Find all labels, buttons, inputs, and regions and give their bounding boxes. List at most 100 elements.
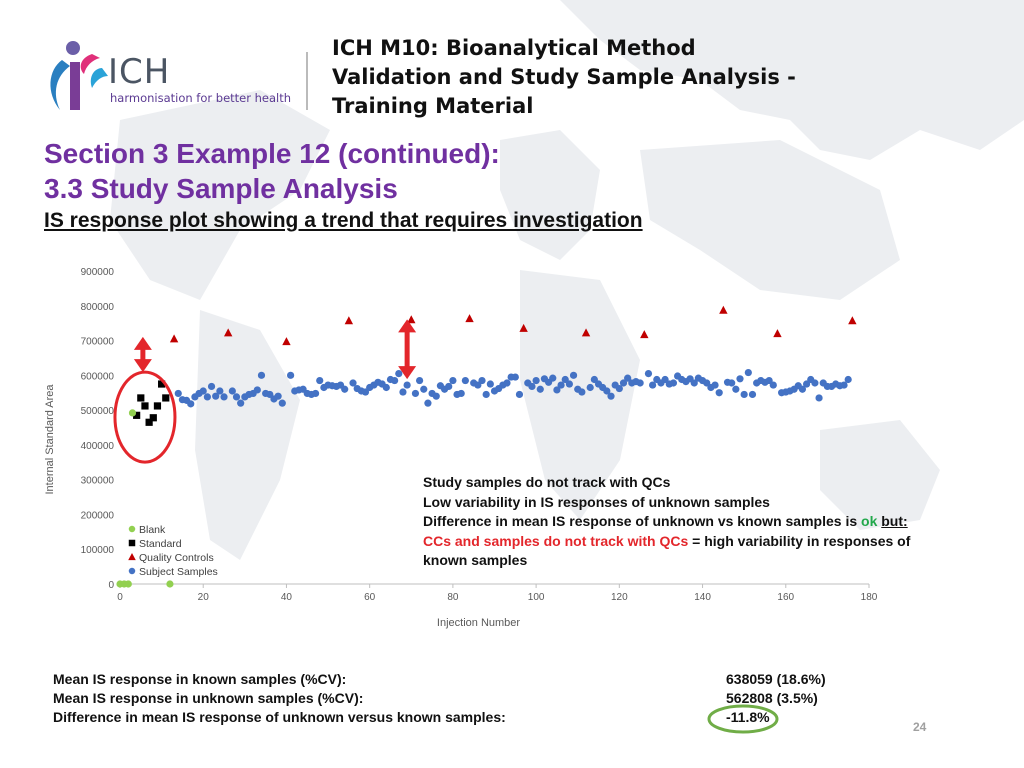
subject-samples-point xyxy=(349,379,357,387)
y-tick-label: 0 xyxy=(108,580,114,591)
subject-samples-point xyxy=(287,371,295,379)
subject-samples-point xyxy=(503,379,511,387)
subject-samples-point xyxy=(253,386,261,394)
subject-samples-point xyxy=(728,379,736,387)
arrow-head-down xyxy=(398,366,417,380)
note-line: Difference in mean IS response of unknow… xyxy=(423,512,1003,532)
subject-samples-point xyxy=(590,375,598,384)
x-tick-label: 160 xyxy=(777,592,794,603)
subject-samples-point xyxy=(586,383,594,392)
subject-samples-point xyxy=(690,379,698,387)
subject-samples-point xyxy=(603,387,611,395)
x-tick-label: 60 xyxy=(364,592,376,603)
stat-value-difference: -11.8% xyxy=(726,709,770,725)
y-tick-label: 700000 xyxy=(81,337,115,348)
legend-marker-quality-controls xyxy=(128,552,136,561)
subject-samples-point xyxy=(220,393,228,401)
subject-samples-point xyxy=(274,392,282,400)
note-line: Low variability in IS responses of unkno… xyxy=(423,493,770,510)
document-title-line: Training Material xyxy=(332,94,534,118)
subject-samples-point xyxy=(391,376,399,385)
subject-samples-point xyxy=(199,387,207,395)
blank-point xyxy=(124,580,132,588)
standard-point xyxy=(153,402,162,410)
arrow-head-down xyxy=(133,359,152,373)
subject-samples-point xyxy=(840,381,848,389)
quality-controls-point xyxy=(223,328,233,337)
subject-samples-point xyxy=(478,376,486,385)
subject-samples-point xyxy=(361,388,370,396)
subject-samples-point xyxy=(432,392,440,400)
subject-samples-point xyxy=(411,389,420,398)
x-tick-label: 120 xyxy=(611,592,628,603)
subject-samples-point xyxy=(553,386,561,394)
subject-samples-point xyxy=(565,380,574,388)
note-red-text: CCs and samples do not track with QCs xyxy=(423,532,689,549)
subject-samples-point xyxy=(461,376,469,385)
legend-label-blank: Blank xyxy=(139,524,166,536)
note-ok-text: ok xyxy=(861,513,878,529)
subject-samples-point xyxy=(482,390,490,399)
ich-logo xyxy=(50,41,108,110)
subject-samples-point xyxy=(316,376,324,385)
subject-samples-point xyxy=(748,390,757,399)
arrow-head-up xyxy=(398,319,417,333)
note-line: Study samples do not track with QCs xyxy=(423,474,671,490)
is-response-scatter-chart: 0 100000 200000 300000 400000 500000 600000 700… xyxy=(44,267,878,629)
header-divider xyxy=(306,52,308,110)
quality-controls-point xyxy=(848,316,857,325)
subject-samples-point xyxy=(536,385,544,393)
subject-samples-point xyxy=(382,383,390,392)
legend-marker-blank xyxy=(128,525,136,533)
legend-marker-standard xyxy=(128,539,136,547)
standard-point xyxy=(158,380,166,388)
subject-samples-point xyxy=(715,389,723,397)
x-tick-label: 100 xyxy=(528,592,545,603)
note-line: known samples xyxy=(423,552,528,568)
subject-samples-point xyxy=(474,381,482,389)
subject-samples-point xyxy=(619,379,628,387)
subject-samples-point xyxy=(557,381,565,389)
subject-samples-point xyxy=(416,376,424,385)
quality-controls-point xyxy=(344,316,354,325)
stat-label-difference: Difference in mean IS response of unknow… xyxy=(53,709,506,725)
y-tick-label: 400000 xyxy=(81,441,115,452)
stat-value-known: 638059 (18.6%) xyxy=(726,671,826,687)
legend-label-standard: Standard xyxy=(139,538,182,550)
subject-samples-point xyxy=(798,385,807,393)
standard-point xyxy=(133,411,141,419)
subject-samples-point xyxy=(515,390,524,399)
subject-samples-point xyxy=(212,392,220,400)
section-title-line1: Section 3 Example 12 (continued): xyxy=(44,138,500,169)
subject-samples-point xyxy=(174,389,182,398)
subject-samples-point xyxy=(815,394,823,402)
standard-point xyxy=(145,418,153,426)
subject-samples-point xyxy=(266,390,274,399)
document-title: ICH M10: Bioanalytical Method Validation… xyxy=(332,34,812,121)
subject-samples-point xyxy=(187,400,195,408)
y-tick-label: 600000 xyxy=(81,371,115,382)
subject-samples-point xyxy=(744,368,752,377)
subject-samples-point xyxy=(457,389,465,398)
legend-label-subject-samples: Subject Samples xyxy=(139,566,218,578)
note-text: = high variability in responses of xyxy=(688,532,911,549)
quality-controls-point xyxy=(282,337,291,346)
subject-samples-point xyxy=(216,387,224,395)
y-tick-label: 200000 xyxy=(81,510,115,521)
quality-controls-point xyxy=(407,315,416,324)
subject-samples-point xyxy=(424,399,432,407)
note-line: CCs and samples do not track with QCs = … xyxy=(423,532,1003,552)
stat-value-unknown: 562808 (3.5%) xyxy=(726,690,818,706)
x-tick-label: 20 xyxy=(198,592,210,603)
observation-notes: Study samples do not track with QCs Low … xyxy=(423,473,1003,571)
quality-controls-point xyxy=(719,305,728,314)
quality-controls-point xyxy=(640,330,649,339)
subject-samples-point xyxy=(649,381,657,389)
difference-highlight-ellipse xyxy=(707,704,779,734)
logo-text: ICH xyxy=(108,52,171,92)
x-tick-label: 80 xyxy=(447,592,459,603)
quality-controls-point xyxy=(773,329,782,338)
stats-values: 638059 (18.6%) 562808 (3.5%) -11.8% xyxy=(726,670,826,727)
subject-samples-point xyxy=(615,384,623,393)
